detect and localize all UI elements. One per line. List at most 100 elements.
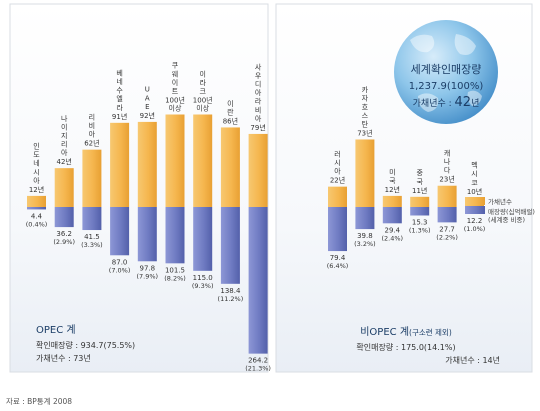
share-label: (2.9%) xyxy=(53,238,75,246)
years-label: 92년 xyxy=(140,111,155,120)
legend-item-years: 가채년수 xyxy=(465,197,512,206)
non-opec-summary: 비OPEC 계(구소련 제외) 확인매장량 : 175.0(14.1%) 가채년… xyxy=(356,326,500,365)
years-bar xyxy=(437,185,457,207)
reserves-bar xyxy=(110,207,130,256)
non-opec-summary-reserves: 확인매장량 : 175.0(14.1%) xyxy=(356,342,455,352)
share-label: (1.3%) xyxy=(409,226,431,234)
globe-landmass xyxy=(410,34,482,112)
reserves-label: 15.3 xyxy=(412,218,428,226)
reserves-bar xyxy=(328,207,347,252)
opec-summary: OPEC 계 확인매장량 : 934.7(75.5%) 가채년수 : 73년 xyxy=(36,324,135,363)
share-label: (11.2%) xyxy=(218,295,244,303)
legend-label-reserves: 매장량(십억배럴) xyxy=(488,207,535,216)
years-label: 11년 xyxy=(412,186,427,195)
share-label: (2.4%) xyxy=(382,234,404,242)
years-bar xyxy=(410,196,430,207)
years-label: 73년 xyxy=(357,128,372,137)
legend-label-years: 가채년수 xyxy=(488,197,512,206)
share-label: (21.3%) xyxy=(245,365,271,373)
non-opec-summary-title-line: 비OPEC 계(구소련 제외) xyxy=(360,326,452,338)
reserves-label: 115.0 xyxy=(193,274,213,282)
reserves-label: 4.4 xyxy=(31,212,43,220)
reserves-label: 12.2 xyxy=(467,217,483,225)
reserves-bar xyxy=(220,207,240,284)
non-opec-summary-years: 가채년수 : 14년 xyxy=(445,355,500,365)
share-label: (1.0%) xyxy=(464,225,486,233)
opec-summary-reserves: 확인매장량 : 934.7(75.5%) xyxy=(36,340,135,350)
reserves-label: 79.4 xyxy=(330,254,346,262)
years-label: 이상 xyxy=(169,104,182,113)
share-label: (6.4%) xyxy=(327,262,349,270)
years-bar xyxy=(328,186,347,207)
years-bar xyxy=(82,149,102,207)
reserves-bar xyxy=(137,207,157,262)
globe-icon xyxy=(394,20,498,124)
reserves-bar xyxy=(193,207,213,271)
world-reserves-title: 세계확인매장량 xyxy=(411,63,482,76)
world-reserves-value: 1,237.9(100%) xyxy=(409,81,484,92)
reserves-label: 27.7 xyxy=(439,225,455,233)
legend-sublabel-reserves: (세계중 비중) xyxy=(488,215,525,224)
share-label: (8.2%) xyxy=(164,274,186,282)
share-label: (0.4%) xyxy=(26,220,48,228)
share-label: (7.9%) xyxy=(137,272,159,280)
reserves-bar xyxy=(248,207,268,354)
years-label: 42년 xyxy=(57,157,72,166)
reserves-bar xyxy=(410,207,430,216)
share-label: (7.0%) xyxy=(109,266,131,274)
reserves-label: 97.8 xyxy=(140,264,156,272)
years-bar xyxy=(110,122,130,207)
legend-item-reserves: 매장량(십억배럴) (세계중 비중) xyxy=(465,206,535,224)
years-label: 100년 xyxy=(165,96,185,105)
reserves-label: 36.2 xyxy=(56,230,72,238)
world-years-line: 가채년수 : 42년 xyxy=(413,95,480,110)
years-label: 10년 xyxy=(467,187,482,196)
years-bar xyxy=(193,114,213,207)
share-label: (2.2%) xyxy=(436,233,458,241)
reserves-label: 101.5 xyxy=(165,266,185,274)
years-label: 22년 xyxy=(330,176,345,185)
reserves-bar xyxy=(54,207,74,228)
years-bar xyxy=(248,133,268,207)
legend-swatch-years xyxy=(465,197,485,205)
reserves-bar xyxy=(27,207,46,210)
opec-summary-title: OPEC 계 xyxy=(36,324,76,336)
years-bar xyxy=(137,121,157,207)
reserves-label: 29.4 xyxy=(385,226,401,234)
opec-summary-years: 가채년수 : 73년 xyxy=(36,353,91,363)
globe: 세계확인매장량 1,237.9(100%) 가채년수 : 42년 xyxy=(394,20,498,124)
share-label: (3.3%) xyxy=(81,241,103,249)
non-opec-summary-title: 비OPEC 계 xyxy=(360,326,409,338)
non-opec-summary-title-note: (구소련 제외) xyxy=(409,327,452,337)
share-label: (9.3%) xyxy=(192,282,214,290)
source-note: 자료 : BP통계 2008 xyxy=(6,396,72,406)
years-bar xyxy=(382,195,402,207)
reserves-label: 41.5 xyxy=(84,233,100,241)
years-bar xyxy=(165,114,185,207)
